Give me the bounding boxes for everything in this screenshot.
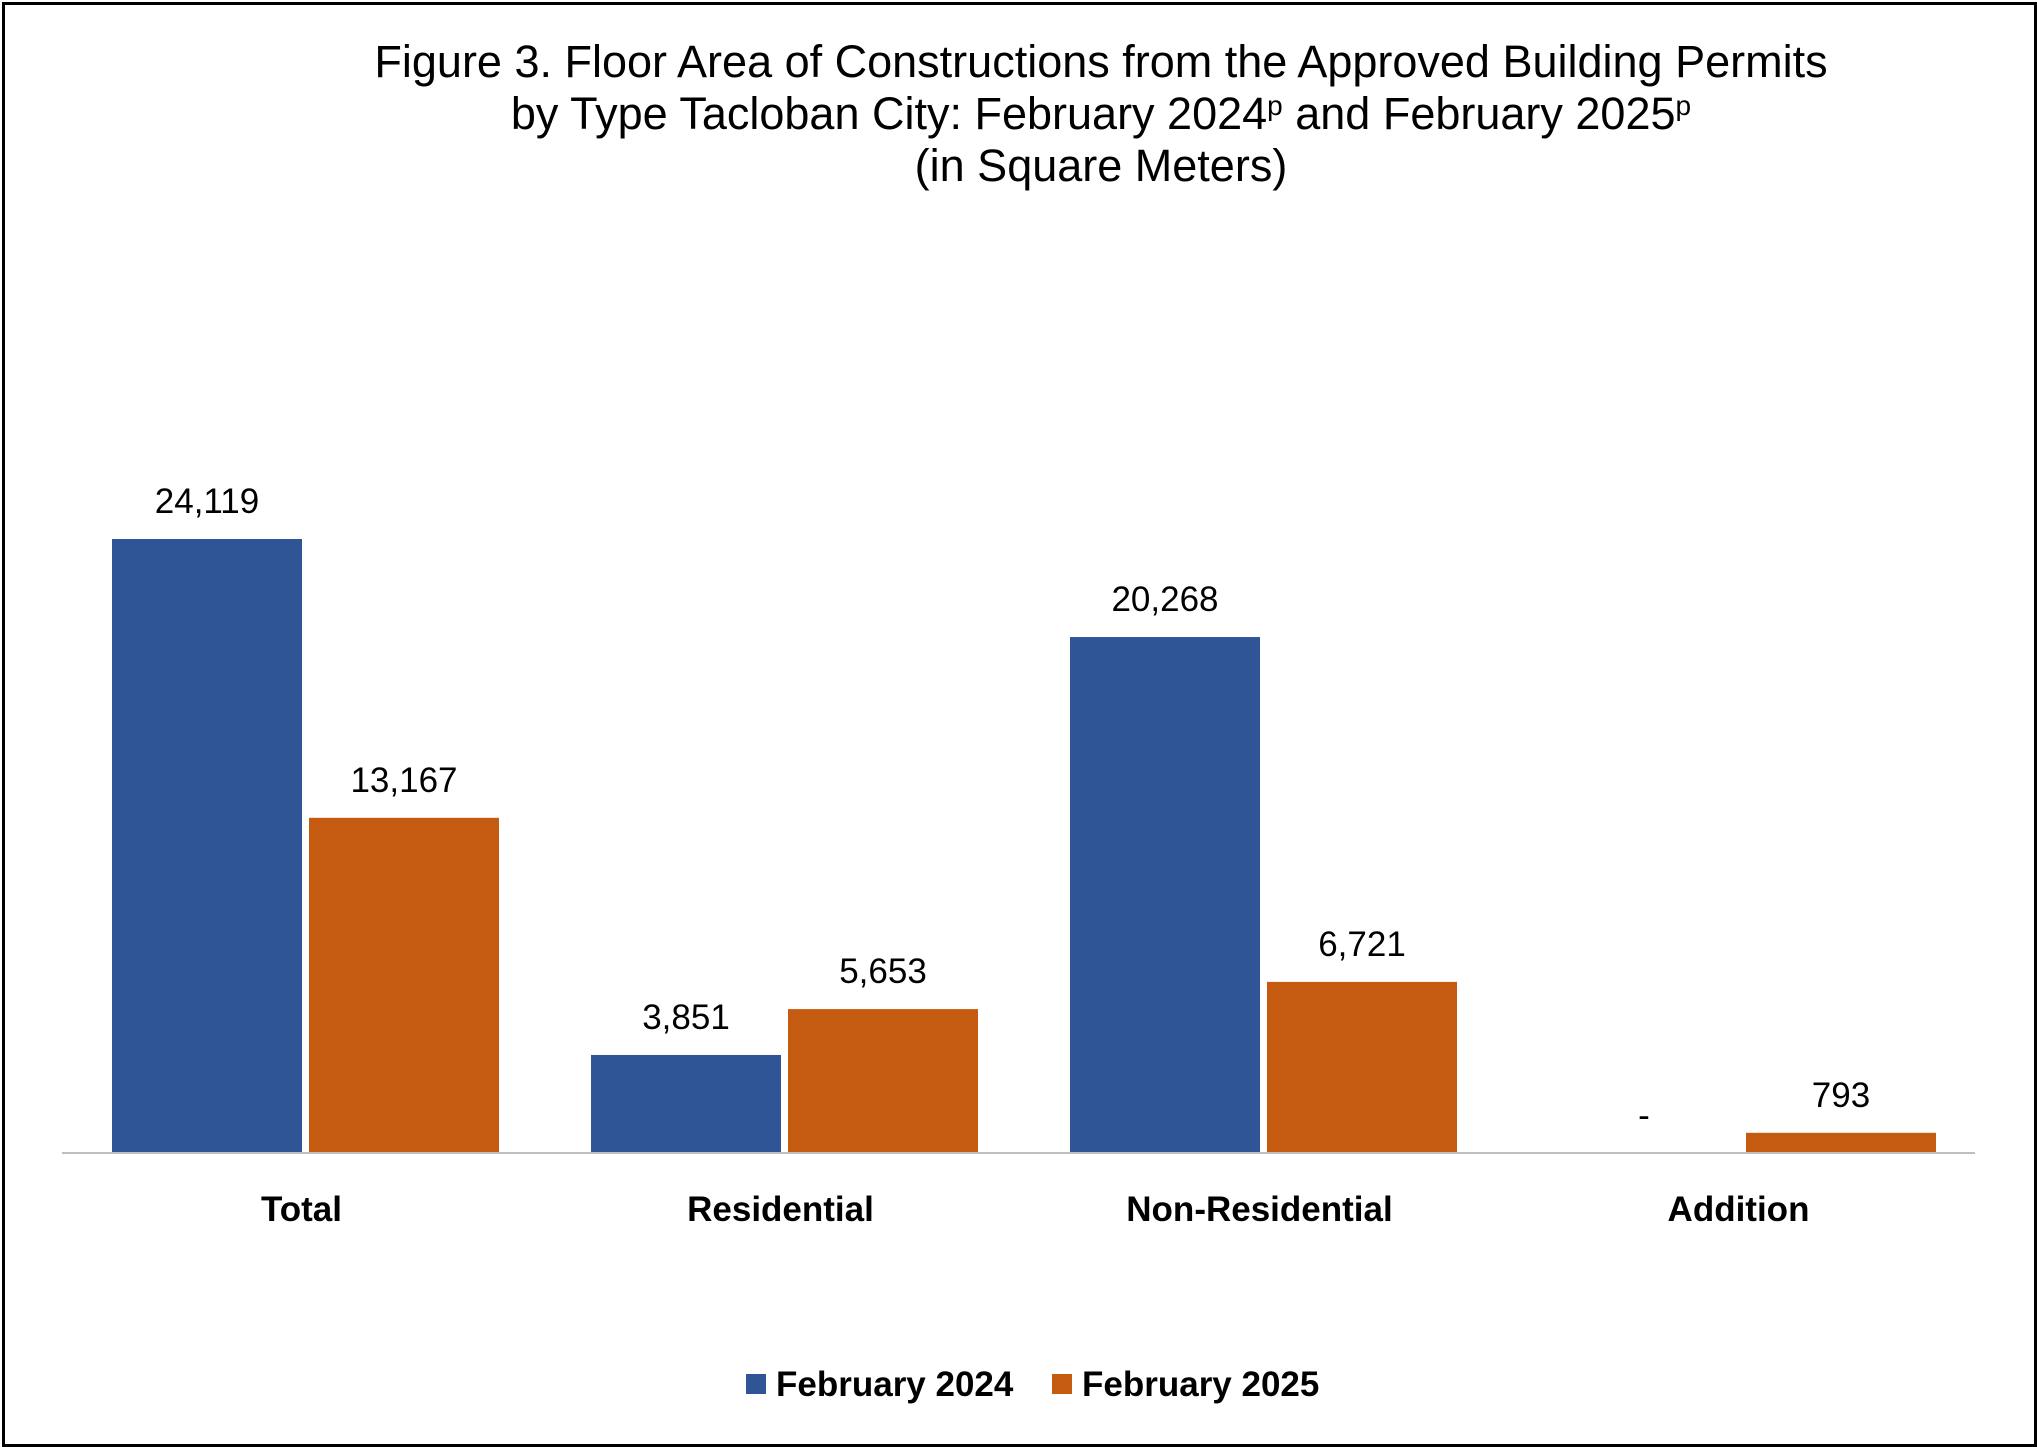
bar-addition-february-2025 xyxy=(1746,1132,1936,1153)
legend-label-february-2024: February 2024 xyxy=(776,1365,1014,1404)
chart-title-line-2: by Type Tacloban City: February 2024p an… xyxy=(511,88,1691,139)
chart-svg: Figure 3. Floor Area of Constructions fr… xyxy=(62,36,1975,1404)
legend-label-february-2025: February 2025 xyxy=(1082,1365,1319,1404)
legend-swatch-february-2025 xyxy=(1052,1374,1072,1394)
bar-residential-february-2025 xyxy=(788,1009,978,1153)
chart-title: Figure 3. Floor Area of Constructions fr… xyxy=(374,36,1827,191)
bar-non-residential-february-2025 xyxy=(1267,981,1457,1153)
bar-total-february-2024 xyxy=(112,539,302,1153)
chart-title-line-3: (in Square Meters) xyxy=(915,140,1288,191)
category-labels: Total Residential Non-Residential Addition xyxy=(261,1190,1809,1229)
category-label-total: Total xyxy=(261,1190,342,1229)
category-label-non-residential: Non-Residential xyxy=(1126,1190,1392,1229)
bar-total-february-2025 xyxy=(309,817,499,1153)
title-superscript: p xyxy=(1676,90,1692,121)
legend-swatch-february-2024 xyxy=(746,1374,766,1394)
bar-non-residential-february-2024 xyxy=(1070,637,1260,1153)
bar-residential-february-2024 xyxy=(591,1054,781,1153)
title-text-span: and February 2025 xyxy=(1283,88,1676,139)
category-label-residential: Residential xyxy=(687,1190,874,1229)
data-label-residential-february-2024: 3,851 xyxy=(642,998,730,1037)
data-label-non-residential-february-2025: 6,721 xyxy=(1318,925,1406,964)
category-label-addition: Addition xyxy=(1668,1190,1810,1229)
chart-title-line-1: Figure 3. Floor Area of Constructions fr… xyxy=(374,36,1827,87)
legend: February 2024 February 2025 xyxy=(746,1365,1319,1404)
data-labels: 24,119 13,167 3,851 5,653 20,268 6,721 - 793 xyxy=(155,482,1870,1135)
bars xyxy=(112,539,1936,1153)
data-label-addition-february-2024: - xyxy=(1638,1096,1650,1135)
data-label-total-february-2025: 13,167 xyxy=(350,761,457,800)
data-label-non-residential-february-2024: 20,268 xyxy=(1111,580,1218,619)
title-superscript: p xyxy=(1267,90,1283,121)
data-label-addition-february-2025: 793 xyxy=(1812,1076,1870,1115)
title-text-span: by Type Tacloban City: February 2024 xyxy=(511,88,1267,139)
data-label-residential-february-2025: 5,653 xyxy=(839,952,927,991)
data-label-total-february-2024: 24,119 xyxy=(155,482,259,521)
